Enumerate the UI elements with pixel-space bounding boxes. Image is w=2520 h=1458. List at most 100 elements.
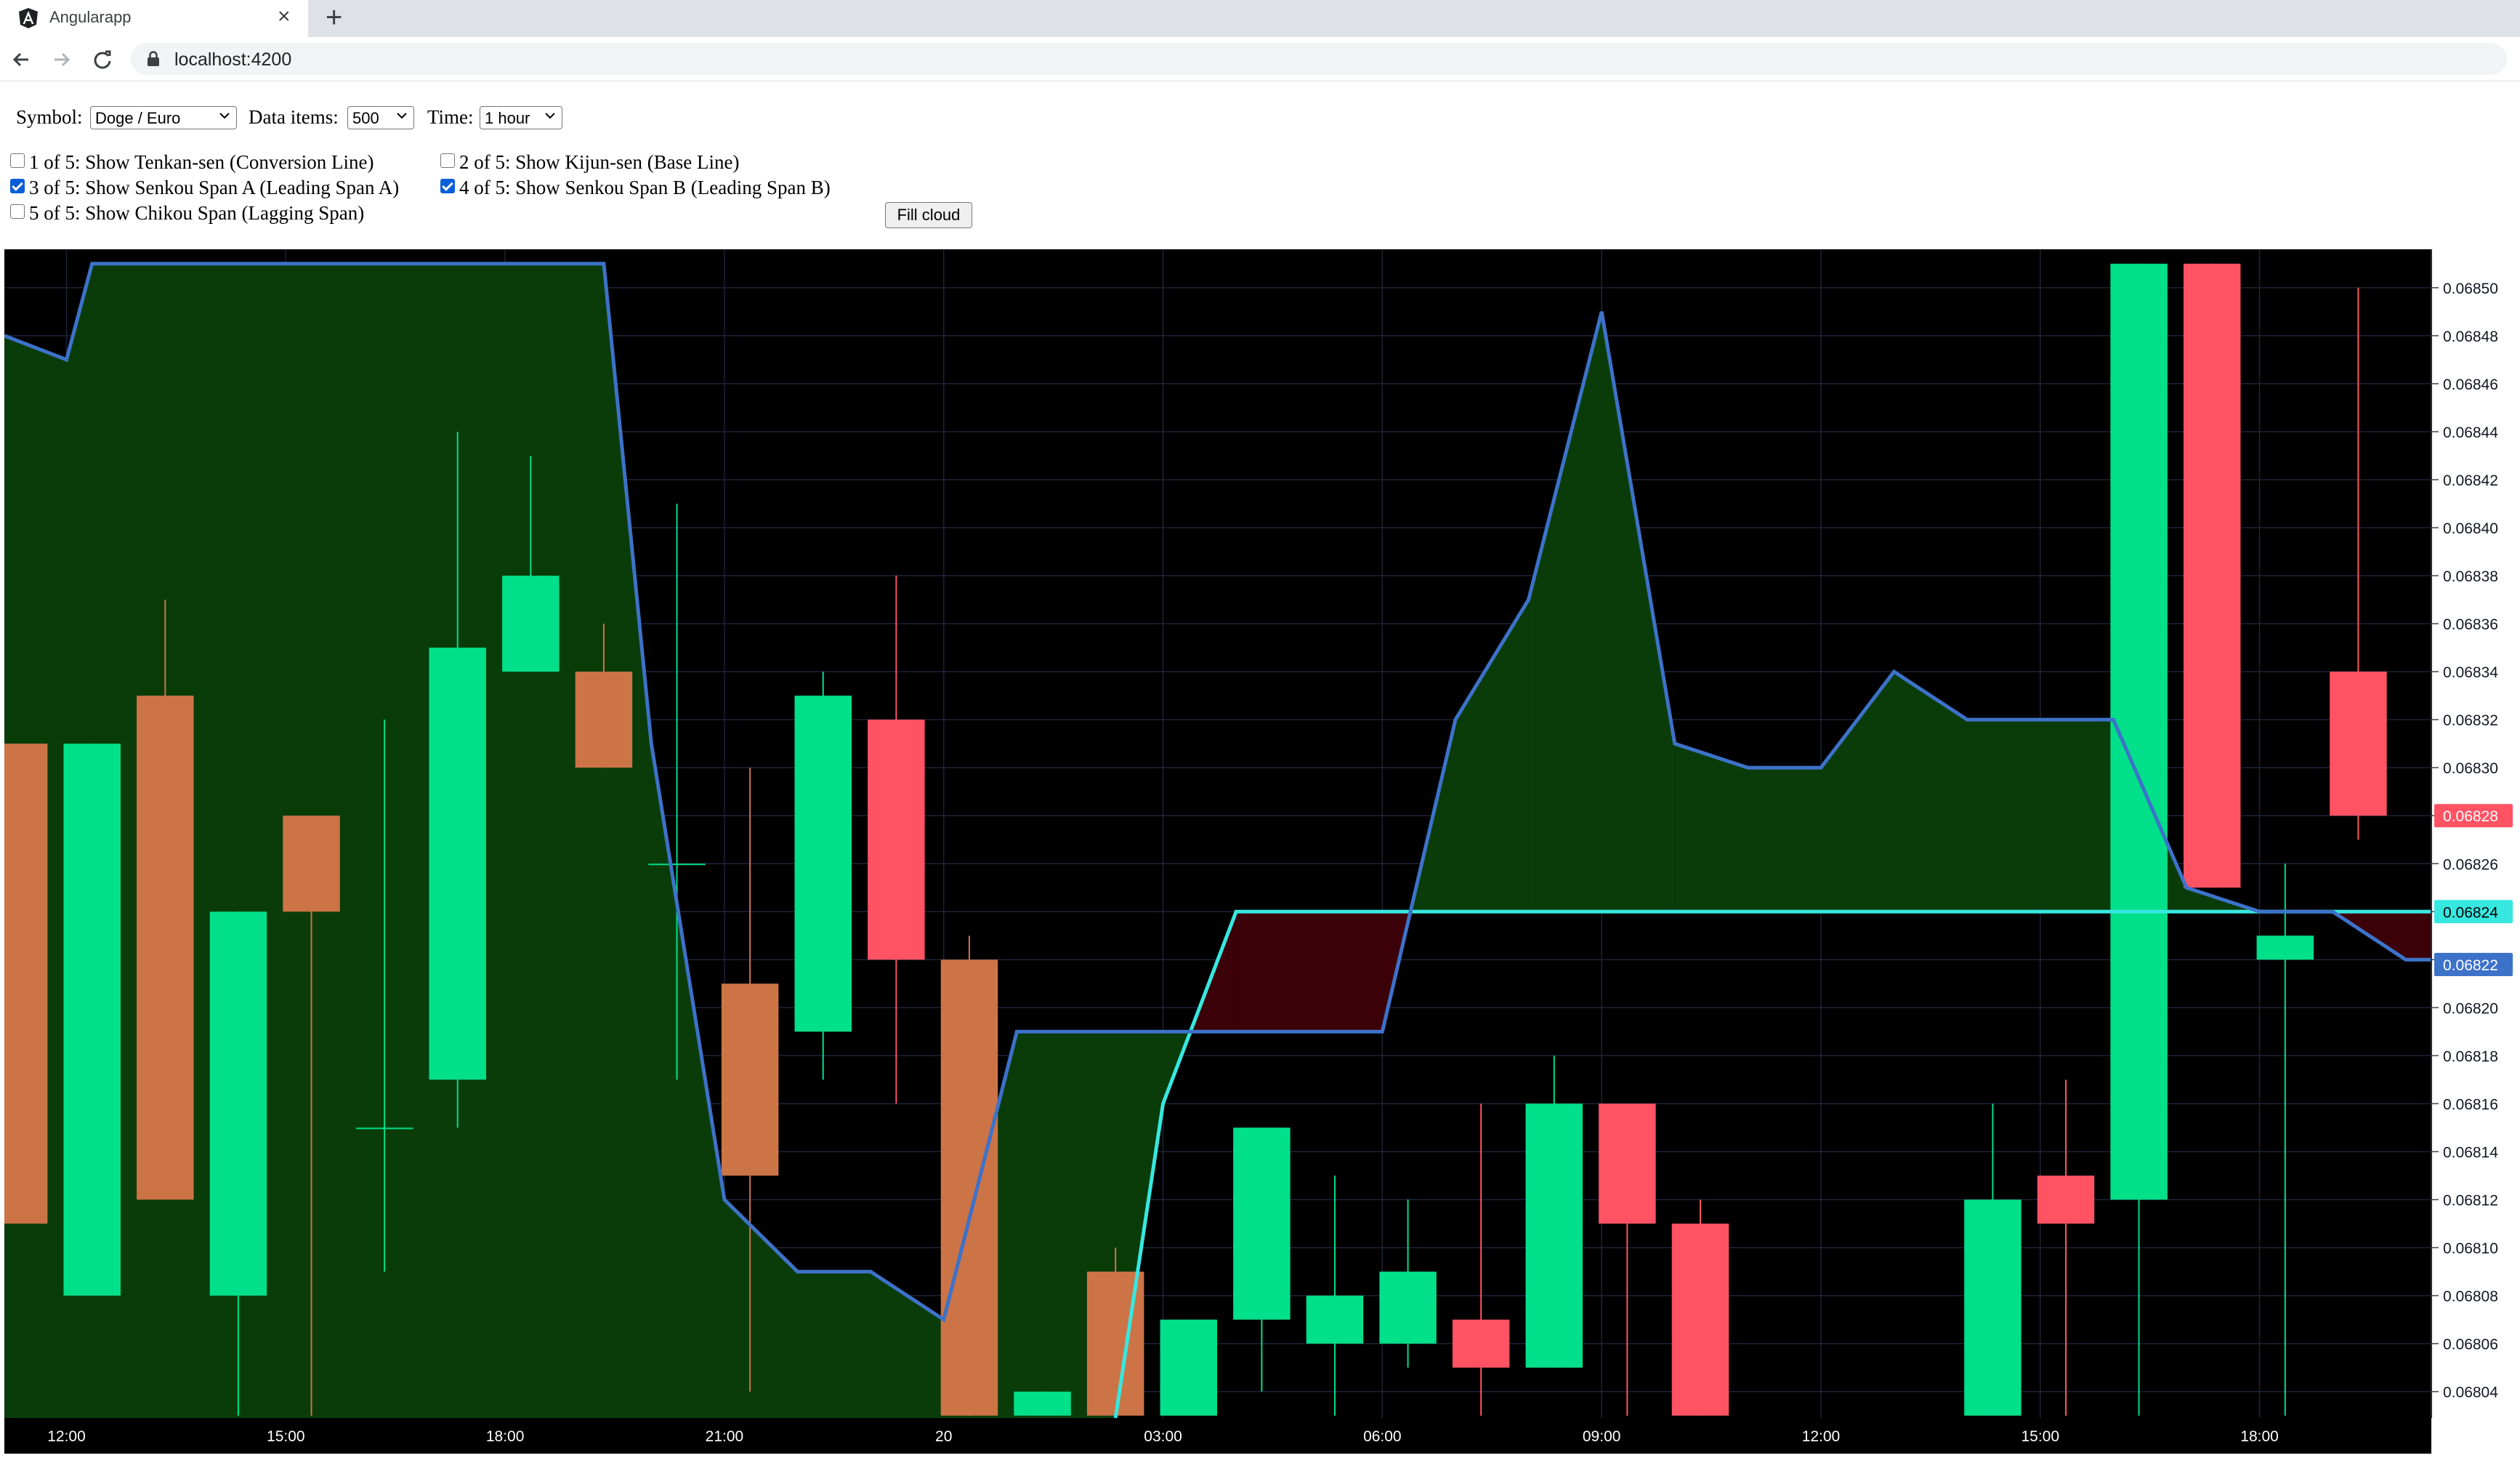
chevron-down-icon	[545, 113, 555, 119]
time-axis-label: 06:00	[1363, 1428, 1402, 1445]
price-axis-label: 0.06818	[2443, 1048, 2498, 1065]
time-axis-label: 18:00	[2240, 1428, 2279, 1445]
senkou-span-a-checkbox[interactable]	[10, 179, 25, 193]
candle-body	[1306, 1295, 1364, 1344]
price-label-text: 0.06828	[2443, 808, 2498, 825]
tenkan-sen-label: 1 of 5: Show Tenkan-sen (Conversion Line…	[29, 151, 374, 173]
candle-body	[2256, 935, 2314, 960]
cloud-area-bullish	[1674, 744, 1748, 912]
candle-body	[721, 983, 779, 1176]
lock-icon	[148, 51, 159, 66]
cloud-area-bullish	[1820, 672, 1894, 912]
ichimoku-chart[interactable]: 0.06850 0.06848 0.06846 0.06844 0.06842 0.068…	[4, 249, 2516, 1454]
price-axis-label: 0.06848	[2443, 329, 2498, 345]
reload-icon[interactable]	[90, 47, 115, 72]
cloud-area-bullish	[1894, 672, 1968, 912]
price-axis-label: 0.06832	[2443, 712, 2498, 729]
price-axis-label: 0.06836	[2443, 616, 2498, 633]
price-label-text: 0.06822	[2443, 957, 2498, 974]
browser-tab-strip: Angularapp × +	[0, 0, 2520, 37]
candle-body	[1671, 1223, 1729, 1416]
candle-body	[575, 672, 633, 768]
data-items-select[interactable]: 500	[347, 106, 414, 129]
url-text: localhost:4200	[174, 49, 292, 70]
price-axis-label: 0.06850	[2443, 281, 2498, 297]
cloud-area-bullish	[1528, 311, 1602, 912]
time-label: Time:	[427, 106, 474, 128]
chikou-span-checkbox[interactable]	[10, 204, 25, 219]
price-axis-label: 0.06842	[2443, 472, 2498, 489]
cloud-area-bearish	[1236, 911, 1383, 1032]
forward-arrow-icon[interactable]	[49, 47, 74, 72]
senkou-span-a-line	[4, 262, 2431, 1323]
price-axis-label: 0.06844	[2443, 424, 2498, 441]
price-label-badge	[2434, 952, 2513, 976]
price-axis-label: 0.06806	[2443, 1337, 2498, 1353]
address-bar[interactable]: localhost:4200	[131, 43, 2507, 75]
time-axis-label: 09:00	[1583, 1428, 1621, 1445]
time-axis-background	[4, 1418, 2431, 1454]
chevron-down-icon	[219, 113, 230, 119]
price-axis-background	[2431, 249, 2516, 1454]
time-axis-label: 21:00	[706, 1428, 744, 1445]
senkou-span-b-label: 4 of 5: Show Senkou Span B (Leading Span…	[459, 177, 831, 198]
candle-body	[940, 959, 998, 1416]
candle-body	[4, 744, 48, 1224]
time-select-value: 1 hour	[485, 109, 530, 127]
price-axis-label: 0.06830	[2443, 760, 2498, 777]
price-axis-label: 0.06838	[2443, 568, 2498, 585]
kijun-sen-checkbox[interactable]	[440, 153, 455, 168]
cloud-area-bullish	[1602, 311, 1675, 912]
symbol-label: Symbol:	[16, 106, 83, 128]
symbol-select[interactable]: Doge / Euro	[90, 106, 237, 129]
candle-body	[1525, 1103, 1583, 1368]
candle-body	[137, 696, 194, 1200]
tenkan-sen-checkbox[interactable]	[10, 153, 25, 168]
candle-body	[429, 648, 486, 1080]
price-label-badge	[2434, 804, 2513, 828]
price-axis-label: 0.06820	[2443, 1000, 2498, 1017]
candle-body	[1233, 1127, 1291, 1320]
candle-body	[2330, 672, 2387, 816]
time-axis-label: 18:00	[486, 1428, 525, 1445]
candle-body	[648, 863, 706, 866]
fill-cloud-button[interactable]: Fill cloud	[885, 202, 972, 228]
tab-title: Angularapp	[49, 8, 132, 26]
price-axis-label: 0.06816	[2443, 1096, 2498, 1113]
candle-body	[1599, 1103, 1656, 1224]
candle-body	[868, 720, 925, 960]
close-tab-icon[interactable]: ×	[278, 4, 291, 28]
new-tab-icon[interactable]: +	[326, 1, 343, 33]
price-axis-label: 0.06834	[2443, 664, 2498, 681]
candle-body	[355, 1127, 413, 1129]
cloud-area-bullish	[4, 263, 1116, 1418]
senkou-span-b-line	[1113, 909, 2431, 1418]
senkou-span-b-checkbox[interactable]	[440, 179, 455, 193]
chevron-down-icon	[397, 113, 407, 119]
candle-body	[794, 696, 852, 1032]
candle-body	[1452, 1319, 1510, 1368]
price-axis-label: 0.06812	[2443, 1193, 2498, 1209]
price-label-badge	[2434, 900, 2513, 924]
candle-body	[2037, 1175, 2095, 1224]
cloud-area-bullish	[1967, 720, 2040, 912]
angular-logo-icon	[19, 8, 38, 28]
span-lines	[4, 262, 2431, 1418]
time-axis-label: 15:00	[267, 1428, 305, 1445]
price-axis-label: 0.06814	[2443, 1144, 2498, 1161]
candle-body	[1014, 1391, 1071, 1416]
time-axis-label: 12:00	[1802, 1428, 1841, 1445]
cloud-area-bearish	[2405, 911, 2431, 960]
time-axis-label: 15:00	[2021, 1428, 2059, 1445]
senkou-span-a-label: 3 of 5: Show Senkou Span A (Leading Span…	[29, 177, 400, 198]
time-select[interactable]: 1 hour	[480, 106, 562, 129]
price-axis: 0.06850 0.06848 0.06846 0.06844 0.06842 0.068…	[2431, 249, 2513, 1418]
browser-tab[interactable]: Angularapp ×	[0, 0, 308, 37]
back-arrow-icon[interactable]	[9, 47, 33, 72]
candle-body	[1160, 1319, 1217, 1416]
price-axis-label: 0.06810	[2443, 1241, 2498, 1257]
kijun-sen-label: 2 of 5: Show Kijun-sen (Base Line)	[459, 151, 740, 173]
data-items-select-value: 500	[352, 109, 379, 127]
price-label-text: 0.06824	[2443, 904, 2498, 921]
candle-body	[1964, 1199, 2022, 1416]
